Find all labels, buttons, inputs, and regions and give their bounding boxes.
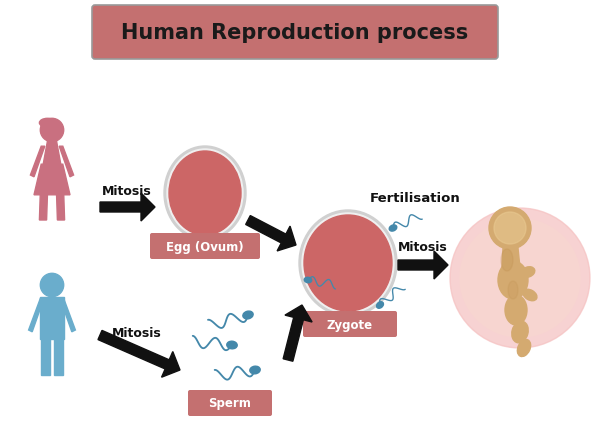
Polygon shape (245, 216, 296, 251)
Text: Sperm: Sperm (209, 397, 251, 411)
Ellipse shape (512, 321, 528, 343)
Ellipse shape (389, 225, 397, 231)
Polygon shape (98, 331, 180, 377)
Ellipse shape (517, 339, 530, 357)
Text: Mitosis: Mitosis (102, 185, 152, 198)
Ellipse shape (169, 151, 241, 235)
Polygon shape (34, 164, 70, 195)
Ellipse shape (304, 215, 392, 311)
Polygon shape (60, 298, 76, 332)
Circle shape (40, 118, 64, 142)
Ellipse shape (302, 213, 394, 313)
Polygon shape (40, 193, 47, 220)
FancyBboxPatch shape (303, 311, 397, 337)
Polygon shape (40, 297, 64, 339)
Polygon shape (398, 251, 448, 279)
Polygon shape (54, 336, 63, 375)
Text: Zygote: Zygote (327, 319, 373, 332)
FancyBboxPatch shape (92, 5, 498, 59)
Ellipse shape (167, 149, 243, 237)
Circle shape (40, 273, 64, 297)
Ellipse shape (460, 219, 580, 337)
Ellipse shape (505, 295, 527, 325)
Text: Human Reproduction process: Human Reproduction process (121, 23, 469, 43)
Ellipse shape (164, 146, 246, 240)
Ellipse shape (377, 302, 383, 308)
Ellipse shape (299, 210, 397, 316)
Polygon shape (56, 193, 65, 220)
Polygon shape (41, 141, 63, 175)
Ellipse shape (501, 249, 513, 271)
Ellipse shape (40, 118, 56, 127)
FancyBboxPatch shape (188, 390, 272, 416)
Polygon shape (283, 305, 312, 361)
FancyBboxPatch shape (150, 233, 260, 259)
Ellipse shape (521, 267, 535, 277)
Text: Fertilisation: Fertilisation (370, 191, 461, 205)
Text: Mitosis: Mitosis (112, 327, 162, 340)
Polygon shape (31, 146, 45, 177)
Text: Mitosis: Mitosis (398, 241, 448, 254)
Polygon shape (41, 336, 50, 375)
Ellipse shape (250, 366, 260, 374)
Polygon shape (502, 248, 520, 268)
Text: Egg (Ovum): Egg (Ovum) (166, 240, 244, 254)
Ellipse shape (523, 289, 537, 301)
Ellipse shape (494, 212, 526, 244)
Ellipse shape (508, 281, 518, 299)
Ellipse shape (227, 341, 237, 349)
Ellipse shape (304, 277, 312, 283)
Ellipse shape (498, 261, 528, 299)
Ellipse shape (450, 208, 590, 348)
Polygon shape (29, 298, 44, 332)
Ellipse shape (489, 207, 531, 249)
Ellipse shape (243, 311, 253, 319)
Polygon shape (100, 193, 155, 221)
Polygon shape (59, 146, 74, 177)
